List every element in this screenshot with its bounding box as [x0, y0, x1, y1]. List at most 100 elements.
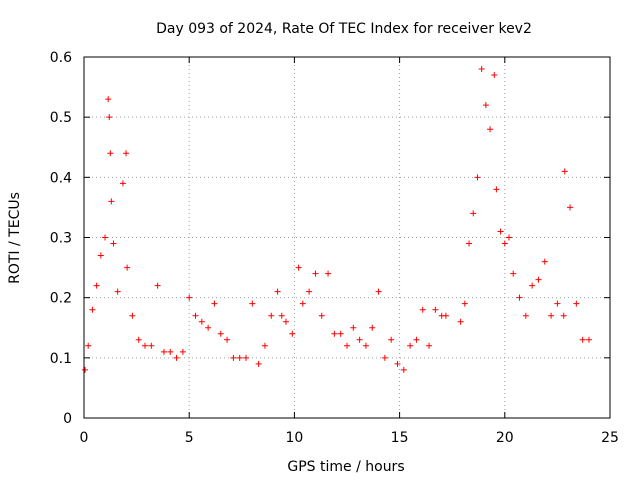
data-point	[585, 336, 592, 343]
data-point	[487, 126, 494, 133]
data-point	[148, 342, 155, 349]
data-point	[400, 366, 407, 373]
data-point	[381, 354, 388, 361]
data-point	[282, 318, 289, 325]
data-point	[510, 270, 517, 277]
x-axis-label: GPS time / hours	[287, 459, 404, 475]
data-point	[192, 312, 199, 319]
chart-title: Day 093 of 2024, Rate Of TEC Index for r…	[156, 21, 532, 37]
data-point	[82, 366, 89, 373]
data-point	[413, 336, 420, 343]
data-point	[506, 234, 513, 241]
data-point	[119, 180, 126, 187]
data-point	[249, 300, 256, 307]
y-tick-label: 0.6	[50, 50, 72, 66]
y-tick-label: 0.2	[50, 291, 72, 307]
data-point	[554, 300, 561, 307]
data-point	[129, 312, 136, 319]
data-point	[289, 330, 296, 337]
data-point	[561, 168, 568, 175]
data-point	[85, 342, 92, 349]
data-point	[167, 348, 174, 355]
data-point	[173, 354, 180, 361]
data-point	[493, 186, 500, 193]
x-tick-label: 20	[496, 430, 514, 446]
data-point	[325, 270, 332, 277]
data-point	[478, 66, 485, 73]
data-point	[217, 330, 224, 337]
data-points	[82, 66, 592, 373]
data-point	[501, 240, 508, 247]
x-tick-label: 5	[185, 430, 194, 446]
y-tick-label: 0.5	[50, 110, 72, 126]
data-point	[299, 300, 306, 307]
data-point	[337, 330, 344, 337]
data-point	[255, 360, 262, 367]
y-axis-label: ROTI / TECUs	[7, 192, 23, 284]
data-point	[522, 312, 529, 319]
data-point	[356, 336, 363, 343]
data-point	[394, 360, 401, 367]
data-point	[579, 336, 586, 343]
data-point	[105, 96, 112, 103]
data-point	[461, 300, 468, 307]
data-point	[535, 276, 542, 283]
data-point	[548, 312, 555, 319]
data-point	[529, 282, 536, 289]
x-tick-label: 0	[80, 430, 89, 446]
data-point	[230, 354, 237, 361]
x-tick-label: 25	[601, 430, 619, 446]
data-point	[362, 342, 369, 349]
data-point	[432, 306, 439, 313]
x-tick-label: 15	[391, 430, 409, 446]
data-point	[375, 288, 382, 295]
data-point	[114, 288, 121, 295]
data-point	[482, 102, 489, 109]
data-point	[344, 342, 350, 349]
y-tick-label: 0.3	[50, 231, 72, 247]
data-point	[205, 324, 212, 331]
data-point	[236, 354, 243, 361]
data-point	[457, 318, 464, 325]
data-point	[186, 294, 193, 301]
data-point	[97, 252, 104, 259]
data-point	[106, 114, 113, 121]
data-point	[160, 348, 167, 355]
data-point	[142, 342, 149, 349]
data-point	[274, 288, 281, 295]
data-point	[560, 312, 567, 319]
data-point	[318, 312, 325, 319]
grid	[84, 57, 610, 418]
data-point	[224, 336, 231, 343]
y-tick-label: 0	[63, 411, 72, 427]
data-point	[211, 300, 218, 307]
data-point	[107, 150, 114, 157]
axis-ticks: 0 5 10 15 20 25 0 0.1 0.2 0.3 0.4 0.5 0.6	[50, 50, 619, 446]
data-point	[295, 264, 302, 271]
data-point	[243, 354, 250, 361]
data-point	[474, 174, 481, 181]
data-point	[154, 282, 161, 289]
data-point	[573, 300, 580, 307]
data-point	[350, 324, 357, 331]
data-point	[135, 336, 142, 343]
data-point	[306, 288, 313, 295]
data-point	[123, 150, 130, 157]
data-point	[261, 342, 268, 349]
data-point	[567, 204, 574, 211]
data-point	[426, 342, 433, 349]
data-point	[442, 312, 449, 319]
data-point	[93, 282, 100, 289]
data-point	[179, 348, 186, 355]
data-point	[102, 234, 109, 241]
data-point	[541, 258, 548, 265]
data-point	[278, 312, 285, 319]
data-point	[419, 306, 426, 313]
data-point	[466, 240, 473, 247]
data-point	[312, 270, 319, 277]
data-point	[369, 324, 376, 331]
data-point	[388, 336, 395, 343]
y-tick-label: 0.1	[50, 351, 72, 367]
data-point	[516, 294, 523, 301]
